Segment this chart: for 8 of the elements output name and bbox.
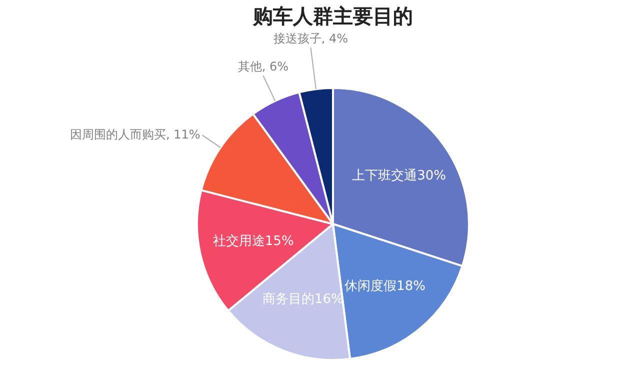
chart-title: 购车人群主要目的 — [252, 4, 413, 28]
slice-label: 社交用途15% — [212, 233, 294, 250]
slice-label: 接送孩子, 4% — [273, 32, 348, 46]
slice-label: 上下班交通30% — [352, 167, 446, 184]
slice-label: 因周围的人而购买, 11% — [70, 127, 200, 142]
slice-label: 休闲度假18% — [344, 278, 426, 294]
slice-label: 其他, 6% — [238, 60, 289, 74]
slice-label: 商务目的16% — [262, 292, 344, 308]
